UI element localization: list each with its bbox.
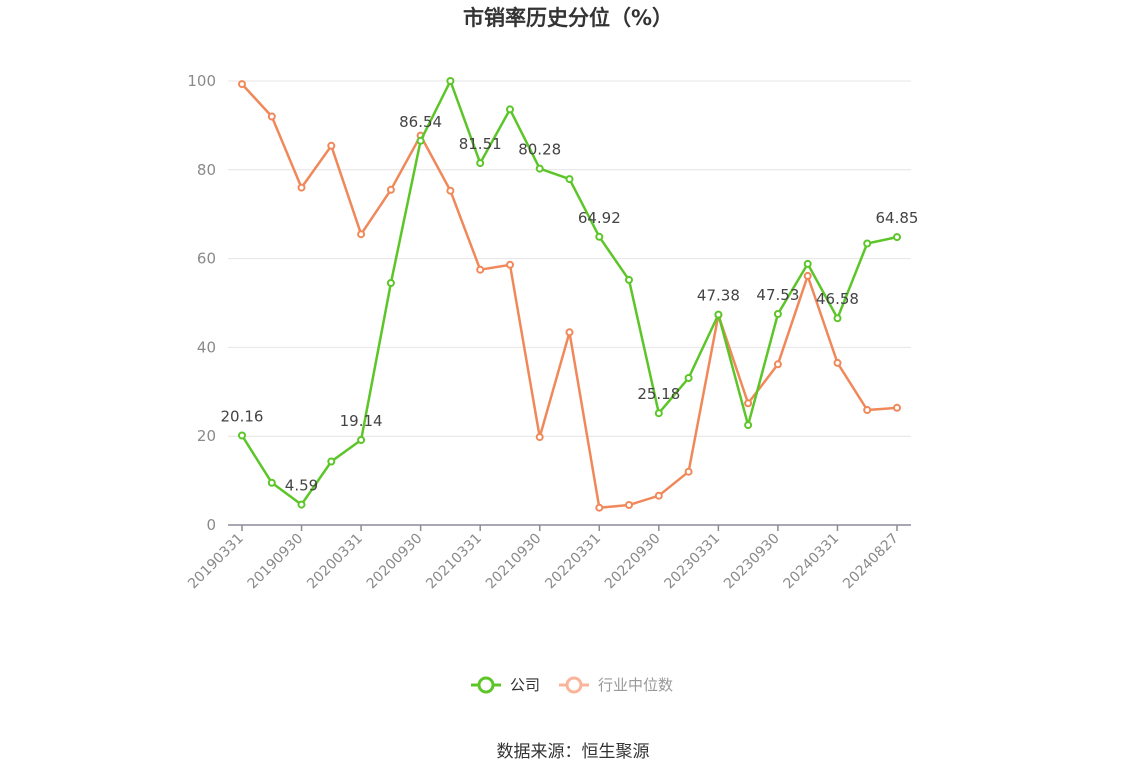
legend-item-industry-median[interactable]: 行业中位数 (559, 676, 673, 694)
data-point[interactable] (893, 233, 901, 242)
y-tick-label: 0 (206, 516, 216, 534)
data-point[interactable] (773, 310, 782, 318)
data-label: 64.92 (578, 209, 621, 227)
legend: 公司 行业中位数 (471, 676, 673, 694)
data-point[interactable] (893, 403, 901, 412)
data-point[interactable] (476, 265, 485, 274)
data-point[interactable] (506, 260, 514, 269)
x-tick-label: 20190331 (185, 531, 247, 593)
data-point[interactable] (238, 431, 246, 440)
x-tick-label: 20220331 (542, 531, 604, 593)
data-point[interactable] (684, 374, 693, 382)
data-point[interactable] (386, 279, 395, 287)
data-point[interactable] (654, 491, 663, 500)
data-point[interactable] (297, 183, 306, 192)
x-tick-label: 20200331 (304, 531, 366, 593)
data-point[interactable] (773, 360, 782, 369)
data-point[interactable] (833, 314, 842, 323)
data-point[interactable] (625, 275, 633, 284)
chart-title: 市销率历史分位（%） (463, 6, 673, 30)
data-point[interactable] (625, 501, 633, 509)
data-point[interactable] (386, 185, 395, 194)
data-label: 47.53 (756, 286, 799, 304)
data-point[interactable] (327, 457, 336, 466)
data-point[interactable] (744, 399, 753, 408)
legend-company-label: 公司 (510, 676, 540, 694)
x-tick-label: 20200930 (364, 531, 426, 593)
legend-industry-label: 行业中位数 (598, 676, 673, 694)
x-tick-label: 20210331 (423, 531, 485, 593)
data-source: 数据来源：恒生聚源 (497, 742, 650, 762)
data-point[interactable] (446, 77, 455, 85)
data-point[interactable] (863, 239, 872, 248)
x-tick-label: 20210930 (483, 531, 545, 593)
data-point[interactable] (297, 500, 306, 509)
data-point[interactable] (476, 159, 485, 168)
data-point[interactable] (565, 175, 574, 184)
data-label: 86.54 (399, 113, 442, 131)
x-tick-label: 20230930 (721, 531, 783, 593)
data-label: 64.85 (876, 209, 919, 227)
data-point[interactable] (506, 105, 514, 114)
data-label: 19.14 (340, 412, 383, 430)
data-point[interactable] (744, 421, 753, 430)
data-point[interactable] (714, 310, 723, 319)
data-point[interactable] (863, 406, 872, 414)
legend-industry-marker (565, 676, 583, 694)
data-point[interactable] (267, 478, 276, 487)
data-label: 4.59 (285, 477, 318, 495)
data-point[interactable] (833, 358, 842, 367)
data-point[interactable] (267, 112, 276, 121)
series-0 (238, 77, 901, 509)
data-point[interactable] (535, 164, 544, 173)
legend-company-marker (477, 676, 495, 694)
y-tick-label: 60 (197, 250, 216, 268)
y-tick-label: 20 (197, 427, 216, 445)
data-point[interactable] (446, 186, 455, 195)
data-label: 80.28 (518, 141, 561, 159)
x-tick-label: 20230331 (661, 531, 723, 593)
y-tick-label: 80 (197, 161, 216, 179)
grid (228, 80, 911, 437)
data-point[interactable] (535, 433, 544, 442)
data-point[interactable] (416, 136, 425, 145)
x-tick-label: 20240331 (781, 531, 843, 593)
data-point[interactable] (654, 409, 663, 418)
data-point[interactable] (803, 271, 812, 280)
series-1 (238, 80, 901, 512)
data-label: 25.18 (637, 385, 680, 403)
x-tick-label: 20220930 (602, 531, 664, 593)
data-point[interactable] (238, 80, 246, 89)
data-point[interactable] (357, 230, 366, 239)
legend-item-company[interactable]: 公司 (471, 676, 540, 694)
data-label: 81.51 (459, 135, 502, 153)
data-point[interactable] (803, 259, 812, 268)
data-point[interactable] (327, 141, 336, 150)
data-point[interactable] (595, 232, 604, 241)
series-layer (238, 77, 901, 512)
data-point[interactable] (357, 436, 366, 444)
data-point[interactable] (565, 328, 574, 337)
data-label: 47.38 (697, 287, 740, 305)
y-tick-label: 40 (197, 338, 216, 356)
y-tick-label: 100 (187, 72, 216, 90)
data-labels: 20.16 4.59 19.14 86.54 81.51 80.28 64.92 25.18 4… (221, 113, 919, 495)
data-point[interactable] (684, 467, 693, 476)
y-axis: 0 20 40 60 80 100 (187, 72, 216, 534)
x-axis: 2019033120190930202003312020093020210331… (185, 524, 911, 593)
x-tick-label: 20240827 (840, 531, 902, 593)
data-label: 20.16 (221, 408, 264, 426)
x-tick-label: 20190930 (245, 531, 307, 593)
data-point[interactable] (595, 503, 604, 512)
data-label: 46.58 (816, 290, 859, 308)
